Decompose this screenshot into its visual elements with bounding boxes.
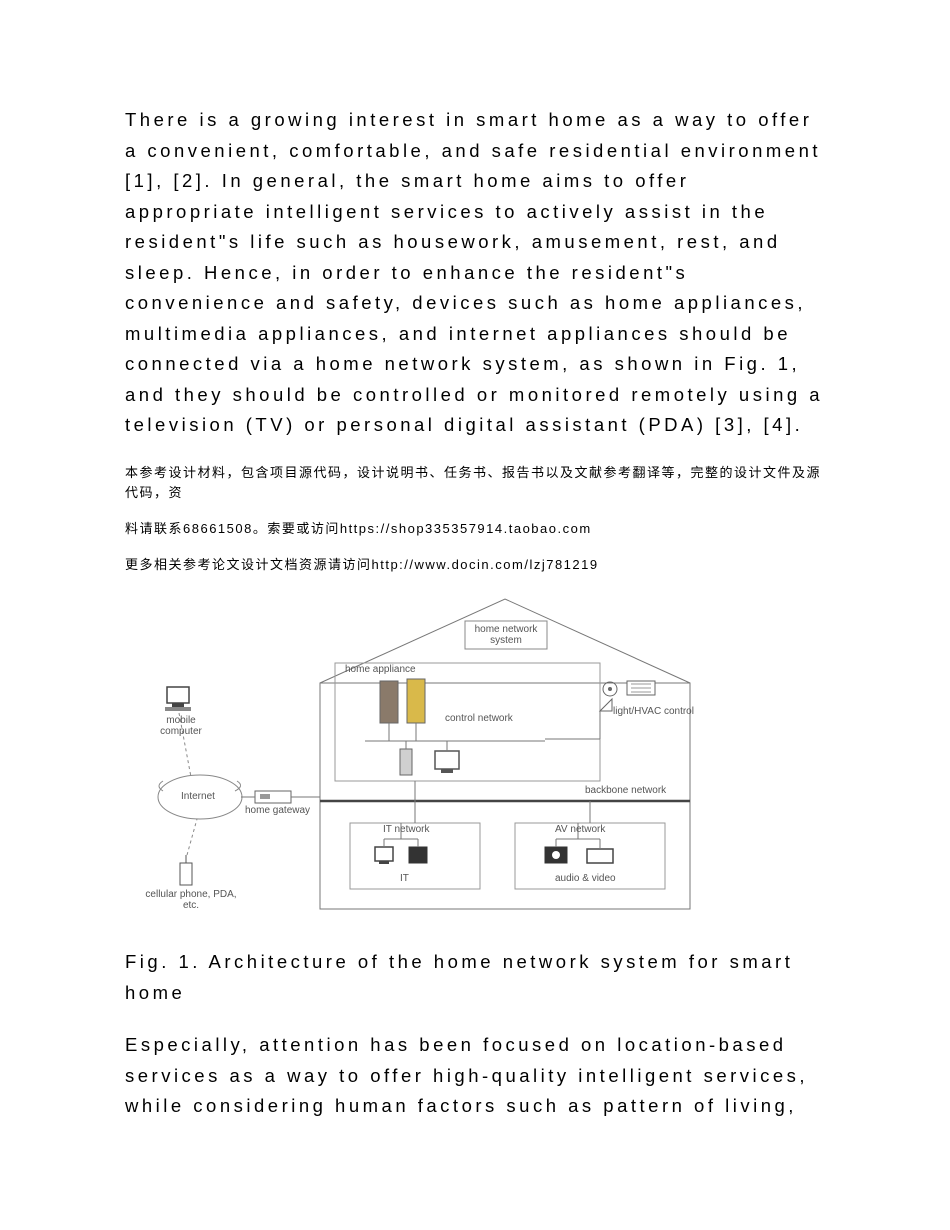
chinese-note-3: 更多相关参考论文设计文档资源请访问http://www.docin.com/lz…	[125, 555, 825, 575]
label-it-network: IT network	[383, 824, 430, 835]
body-paragraph-2: Especially, attention has been focused o…	[125, 1030, 825, 1122]
chinese-note-2: 料请联系68661508。索要或访问https://shop335357914.…	[125, 519, 825, 539]
label-it: IT	[400, 873, 409, 884]
figure-1-caption: Fig. 1. Architecture of the home network…	[125, 947, 825, 1008]
label-light-hvac: light/HVAC control	[613, 706, 694, 717]
label-av-network: AV network	[555, 824, 605, 835]
label-control-network: control network	[445, 713, 513, 724]
label-home-network-system: home networksystem	[467, 624, 545, 646]
document-page: There is a growing interest in smart hom…	[0, 0, 950, 1230]
label-mobile-computer: mobile computer	[145, 715, 217, 737]
figure-1-diagram: home networksystem home appliance contro…	[145, 591, 715, 929]
label-backbone: backbone network	[585, 785, 666, 796]
label-home-appliance: home appliance	[345, 664, 416, 675]
home-network-svg	[145, 591, 715, 929]
label-audio-video: audio & video	[555, 873, 616, 884]
intro-paragraph: There is a growing interest in smart hom…	[125, 105, 825, 441]
label-internet: Internet	[181, 791, 215, 802]
label-cellular: cellular phone, PDA,etc.	[143, 889, 239, 911]
chinese-note-1: 本参考设计材料，包含项目源代码，设计说明书、任务书、报告书以及文献参考翻译等，完…	[125, 463, 825, 503]
label-home-gateway: home gateway	[245, 805, 310, 816]
